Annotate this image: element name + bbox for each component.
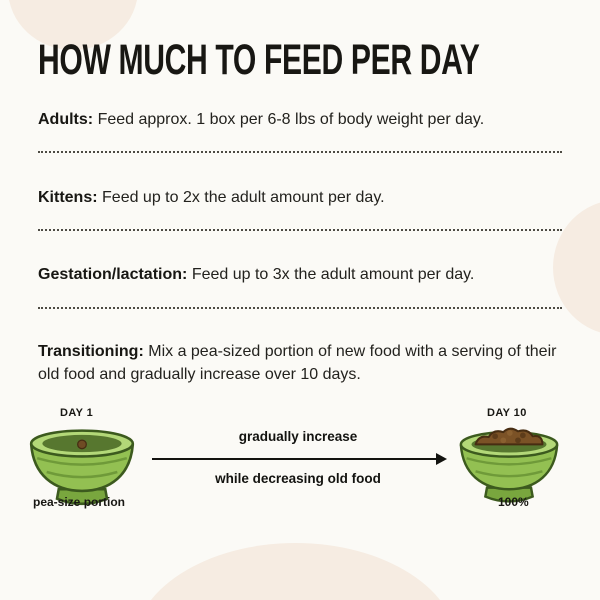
dotted-divider xyxy=(38,307,562,309)
arrow-label-top: gradually increase xyxy=(238,429,358,444)
dotted-divider xyxy=(38,229,562,231)
transition-arrow-line xyxy=(152,458,436,460)
transition-arrow-head xyxy=(436,453,447,465)
guideline-kittens-text: Feed up to 2x the adult amount per day. xyxy=(102,189,385,206)
bowl-day1-caption: pea-size portion xyxy=(33,495,126,509)
guideline-kittens: Kittens: Feed up to 2x the adult amount … xyxy=(38,186,562,209)
bowl-day1-icon xyxy=(26,422,138,508)
guideline-transitioning-text: Mix a pea-sized portion of new food with… xyxy=(38,343,557,383)
day-1-label: DAY 1 xyxy=(60,407,94,419)
bowl-day10-caption: 100% xyxy=(498,495,529,509)
guideline-transitioning: Transitioning: Mix a pea-sized portion o… xyxy=(38,340,562,386)
arrow-label-bottom: while decreasing old food xyxy=(215,471,381,486)
guideline-gestation-label: Gestation/lactation: xyxy=(38,266,188,283)
day-10-label: DAY 10 xyxy=(487,407,527,419)
bowl-day10-icon xyxy=(456,424,562,506)
dotted-divider xyxy=(38,151,562,153)
decor-blob-bottom xyxy=(133,543,458,600)
guideline-gestation-text: Feed up to 3x the adult amount per day. xyxy=(191,266,475,283)
guideline-transitioning-label: Transitioning: xyxy=(38,343,144,360)
guideline-gestation: Gestation/lactation: Feed up to 3x the a… xyxy=(38,263,562,286)
page-title: HOW MUCH TO FEED PER DAY xyxy=(38,36,480,84)
guideline-adults-label: Adults: xyxy=(38,111,94,128)
guideline-kittens-label: Kittens: xyxy=(38,189,98,206)
guideline-adults: Adults: Feed approx. 1 box per 6-8 lbs o… xyxy=(38,108,562,131)
guideline-adults-text: Feed approx. 1 box per 6-8 lbs of body w… xyxy=(97,111,485,128)
